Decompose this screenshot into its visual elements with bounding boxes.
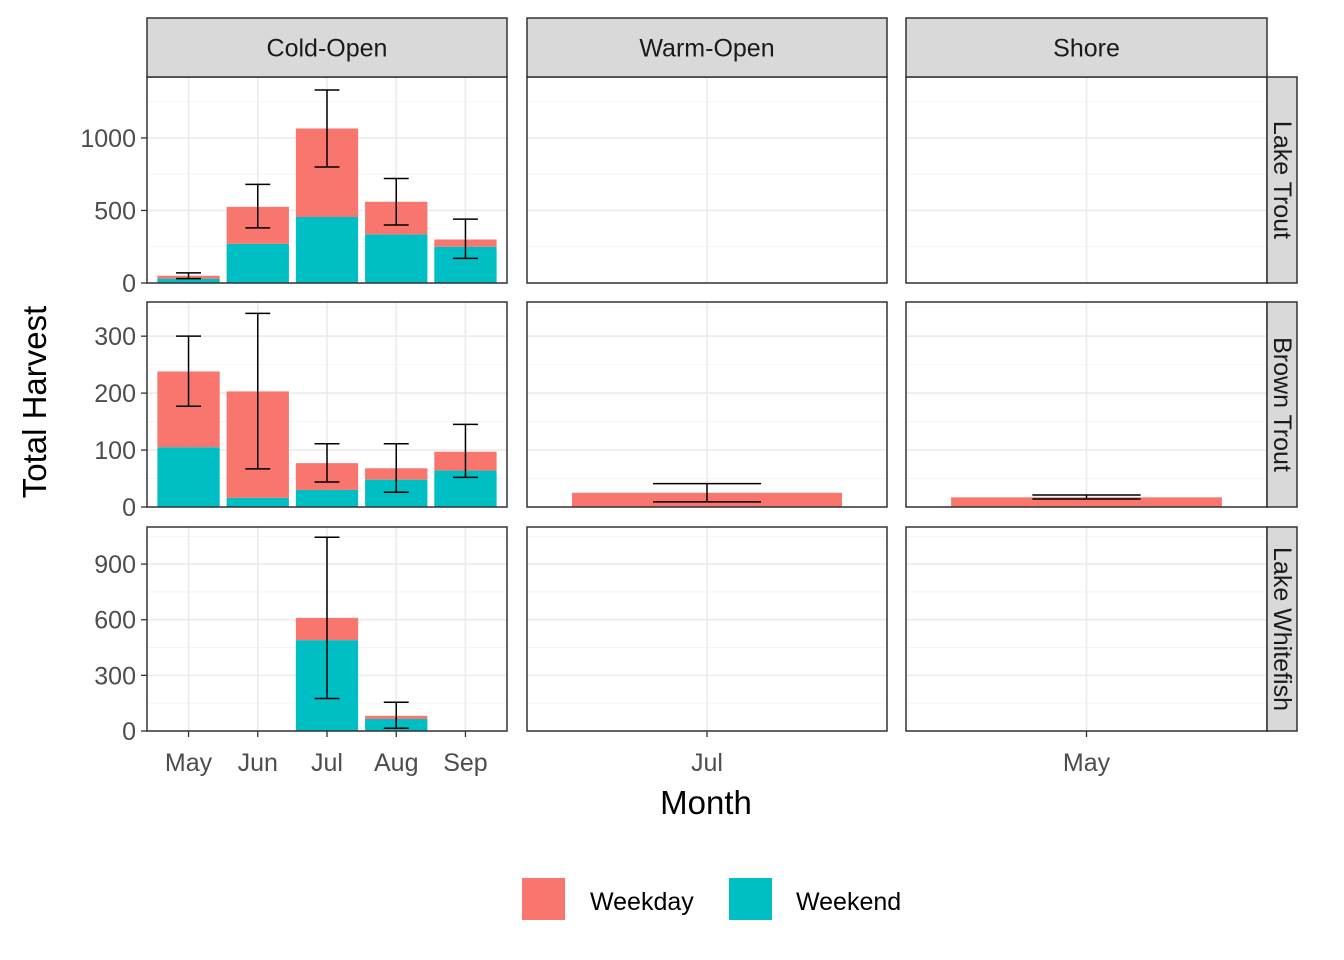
y-axis-title: Total Harvest [16,306,53,499]
y-tick-label: 300 [94,323,136,351]
bar-weekend-jul [295,489,359,507]
panel-warm-open-lake-trout [526,76,888,284]
strip-label-warm-open: Warm-Open [639,35,774,63]
strip-brown-trout [1266,301,1298,508]
panel-warm-open-brown-trout [526,301,888,508]
bar-weekend-jun [226,497,289,507]
y-tick-label: 0 [122,718,136,746]
y-tick-label: 500 [94,197,136,225]
panel-warm-open-lake-whitefish [526,526,888,732]
panel-border [526,301,888,508]
panel-cold-open-brown-trout [146,301,508,508]
panel-shore-brown-trout [905,301,1268,508]
y-tick-label: 900 [94,551,136,579]
x-tick-label-sep: Sep [443,749,487,777]
legend-key-weekday [522,878,565,920]
y-tick-label: 0 [122,270,136,298]
panels-layer [146,76,1268,732]
strip-label-shore: Shore [1053,35,1120,63]
y-tick-label: 600 [94,607,136,635]
y-tick-label: 0 [122,494,136,522]
x-tick-label-jul: Jul [311,749,343,777]
y-tick-label: 300 [94,662,136,690]
legend-label-weekday: Weekday [590,888,694,916]
legend-key-weekend [729,878,772,920]
y-tick-label: 200 [94,380,136,408]
x-tick-label-jul: Jul [691,749,723,777]
legend-label-weekend: Weekend [796,888,901,916]
strip-label-lake-whitefish: Lake Whitefish [1268,547,1296,711]
x-tick-label-aug: Aug [374,749,418,777]
panel-border [146,301,508,508]
strip-label-lake-trout: Lake Trout [1268,121,1296,239]
strip-warm-open [526,17,888,78]
strip-shore [905,17,1268,78]
strip-label-brown-trout: Brown Trout [1268,337,1296,472]
y-tick-label: 100 [94,437,136,465]
x-axis-title: Month [660,784,752,821]
x-tick-label-may: May [165,749,213,777]
x-tick-label-may: May [1063,749,1111,777]
legend: Weekday Weekend [522,878,901,920]
axes-layer: 0 500 1000 0 100 200 300 0 300 600 900 May Jun Jul Aug… [80,125,1110,777]
panel-cold-open-lake-trout [146,76,508,284]
bar-weekend-jul [295,216,359,283]
bar-weekday-may [951,497,1222,507]
bar-weekend-may [157,447,220,507]
panel-cold-open-lake-whitefish [146,526,508,732]
bar-weekend-jun [226,243,289,283]
strip-lake-trout [1266,76,1298,284]
y-tick-label: 1000 [80,125,136,153]
bar-weekend-may [157,278,220,283]
bar-weekend-aug [365,234,428,283]
strip-label-cold-open: Cold-Open [267,35,388,63]
strip-cold-open [146,17,508,78]
panel-shore-lake-whitefish [905,526,1268,732]
x-tick-label-jun: Jun [238,749,278,777]
panel-shore-lake-trout [905,76,1268,284]
facet-strips: Cold-Open Warm-Open Shore Lake Trout Brown T… [146,17,1298,732]
strip-lake-whitefish [1266,526,1298,732]
